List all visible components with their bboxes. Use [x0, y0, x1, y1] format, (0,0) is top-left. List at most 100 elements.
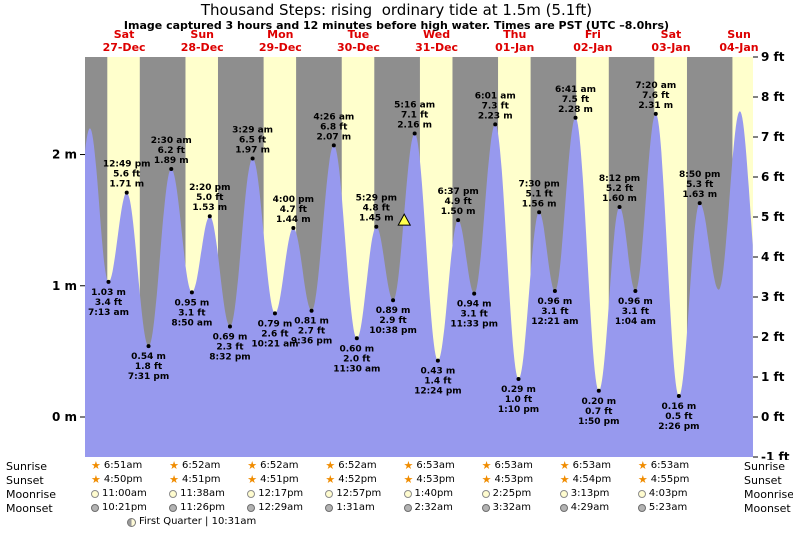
sunset-time: 4:53pm — [416, 474, 455, 485]
tide-event-label: 2:30 am — [151, 136, 192, 146]
tide-event-label: 0.81 m — [294, 317, 329, 327]
tide-event-dot — [412, 131, 417, 136]
moonset-entry: 4:29am — [559, 502, 609, 514]
tide-event-label: 5.1 ft — [525, 189, 553, 199]
sunrise-entry: ★ 6:53am — [404, 460, 455, 472]
y-axis-right-label: 0 ft — [761, 410, 785, 424]
moonrise-row-label-right: Moonrise — [744, 488, 793, 501]
moon-icon — [637, 504, 646, 512]
tide-event-label: 0.95 m — [175, 298, 210, 308]
moonset-entry: 2:32am — [403, 502, 453, 514]
tide-event-label: 0.60 m — [339, 344, 374, 354]
tide-event-label: 1.53 m — [192, 203, 227, 213]
tide-event-label: 2.16 m — [397, 121, 432, 131]
moonset-entry: 10:21pm — [91, 502, 147, 514]
day-date: 29-Dec — [259, 41, 302, 54]
tide-event-dot — [697, 201, 702, 206]
sunrise-entry: ★ 6:52am — [325, 460, 376, 472]
y-axis-right-label: 7 ft — [761, 130, 785, 144]
moonrise-entry: 11:38am — [169, 488, 225, 500]
tide-event-label: 1.4 ft — [424, 377, 452, 387]
sunset-entry: ★ 4:50pm — [91, 474, 142, 486]
tide-event-label: 4:26 am — [313, 112, 354, 122]
tide-event-label: 7:31 pm — [128, 372, 169, 382]
tide-event-label: 1:10 pm — [498, 405, 539, 415]
tide-event-label: 0.96 m — [538, 297, 573, 307]
moon-icon — [559, 504, 568, 512]
sunrise-entry: ★ 6:51am — [91, 460, 142, 472]
tide-event-label: 1.45 m — [359, 214, 394, 224]
tide-event-label: 0.43 m — [421, 367, 456, 377]
tide-event-label: 6.5 ft — [239, 135, 267, 145]
tide-event-dot — [169, 166, 174, 171]
tide-event-dot — [146, 344, 151, 349]
tide-event-label: 5:29 pm — [356, 194, 397, 204]
moonrise-time: 11:00am — [102, 488, 147, 499]
y-axis-right-label: 9 ft — [761, 50, 785, 64]
tide-event-label: 2:26 pm — [658, 422, 699, 432]
tide-event-label: 2.7 ft — [298, 327, 326, 337]
tide-event-dot — [207, 214, 212, 219]
moonrise-entry: 12:57pm — [325, 488, 381, 500]
tide-event-dot — [633, 289, 638, 294]
sunset-entry: ★ 4:53pm — [482, 474, 533, 486]
tide-event-label: 0.89 m — [376, 306, 411, 316]
y-axis-left-label: 1 m — [52, 279, 77, 293]
moonset-entry: 11:26pm — [169, 502, 225, 514]
moon-icon — [247, 490, 256, 498]
moon-icon — [91, 504, 99, 512]
moonset-row-label-right: Moonset — [744, 502, 791, 515]
moonrise-time: 12:17pm — [258, 488, 304, 499]
moon-phase: First Quarter | 10:31am — [127, 516, 256, 528]
day-date: 01-Jan — [495, 41, 534, 54]
day-date: 30-Dec — [337, 41, 380, 54]
sunset-entry: ★ 4:52pm — [325, 474, 376, 486]
moonrise-time: 12:57pm — [336, 488, 382, 499]
sunset-entry: ★ 4:54pm — [560, 474, 611, 486]
sun-icon: ★ — [325, 459, 336, 472]
sunrise-time: 6:52am — [182, 460, 221, 471]
tide-event-label: 0.16 m — [662, 402, 697, 412]
tide-event-label: 6:41 am — [555, 85, 596, 95]
tide-event-dot — [309, 308, 314, 313]
tide-event-label: 1.60 m — [602, 194, 637, 204]
tide-event-label: 0.96 m — [618, 297, 653, 307]
tide-event-label: 5:16 am — [394, 101, 435, 111]
tide-event-label: 11:30 am — [333, 364, 380, 374]
sun-icon: ★ — [481, 459, 492, 472]
tide-event-label: 6:37 pm — [437, 187, 478, 197]
tide-event-dot — [552, 289, 557, 294]
sunset-entry: ★ 4:51pm — [169, 474, 220, 486]
sun-icon: ★ — [403, 473, 414, 486]
tide-event-label: 4.7 ft — [280, 205, 308, 215]
tide-event-label: 7:20 am — [635, 81, 676, 91]
day-name: Sat — [114, 28, 135, 41]
moon-icon — [403, 490, 412, 498]
tide-event-label: 3.1 ft — [461, 310, 489, 320]
tide-event-dot — [250, 156, 255, 161]
day-date: 04-Jan — [719, 41, 758, 54]
tide-event-label: 7:30 pm — [518, 179, 559, 189]
day-date: 31-Dec — [415, 41, 458, 54]
sunset-time: 4:51pm — [182, 474, 221, 485]
sun-icon: ★ — [91, 473, 101, 486]
tide-event-label: 10:21 am — [251, 339, 298, 349]
tide-event-label: 3.1 ft — [622, 307, 650, 317]
moon-icon — [169, 490, 178, 498]
day-name: Mon — [267, 28, 293, 41]
moonrise-time: 1:40pm — [414, 488, 454, 499]
sun-icon: ★ — [91, 459, 101, 472]
sunset-time: 4:53pm — [494, 474, 534, 485]
sun-icon: ★ — [169, 459, 179, 472]
sun-icon: ★ — [247, 459, 258, 472]
tide-event-label: 0.94 m — [457, 300, 492, 310]
day-date: 27-Dec — [103, 41, 146, 54]
tide-event-dot — [435, 358, 440, 363]
sunset-row-label-left: Sunset — [6, 474, 44, 487]
page-subtitle: Image captured 3 hours and 12 minutes be… — [123, 19, 670, 32]
tide-event-label: 3.1 ft — [178, 308, 206, 318]
tide-event-label: 0.29 m — [501, 385, 536, 395]
